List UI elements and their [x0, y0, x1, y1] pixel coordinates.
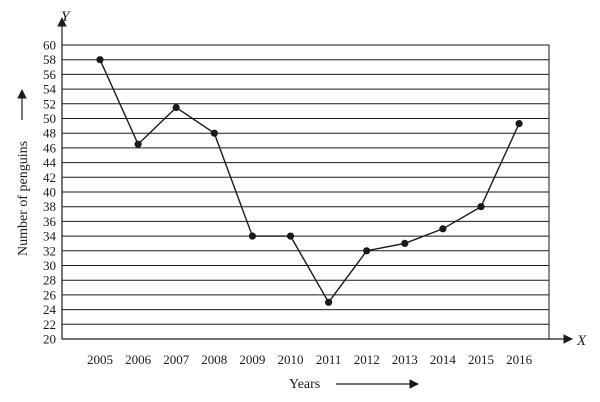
y-tick-label: 38 [43, 199, 56, 214]
data-point [286, 232, 295, 240]
x-tick-labels: 2005 2006 2007 2008 2009 2010 2011 2012 2013 2014… [87, 352, 533, 367]
y-tick-label: 44 [43, 155, 57, 170]
y-tick-label: 50 [43, 111, 56, 126]
x-axis-label: Years [289, 377, 320, 392]
y-tick-label: 26 [43, 287, 57, 302]
x-tick-label: 2016 [506, 352, 533, 367]
y-axis-name: Y [61, 9, 71, 25]
grid [62, 59, 549, 325]
y-tick-label: 24 [43, 302, 57, 317]
y-tick-label: 32 [43, 243, 56, 258]
x-tick-label: 2007 [163, 352, 190, 367]
x-tick-label: 2015 [468, 352, 494, 367]
y-tick-label: 46 [43, 140, 57, 155]
y-axis-label: Number of penguins [16, 141, 31, 256]
y-tick-label: 60 [43, 38, 56, 53]
y-tick-label: 28 [43, 273, 56, 288]
series-line [99, 59, 520, 304]
y-tick-label: 40 [43, 185, 56, 200]
x-tick-label: 2014 [430, 352, 457, 367]
x-axis-name: X [576, 333, 587, 349]
data-points [96, 56, 523, 306]
x-tick-label: 2005 [87, 352, 113, 367]
x-tick-label: 2006 [125, 352, 152, 367]
data-point [325, 298, 333, 306]
y-tick-label: 30 [43, 258, 56, 273]
data-point [172, 103, 180, 112]
y-tick-label: 52 [43, 96, 56, 111]
y-tick-label: 48 [43, 126, 56, 141]
y-tick-label: 36 [43, 214, 57, 229]
data-point [363, 247, 371, 255]
y-tick-label: 42 [43, 170, 56, 185]
y-tick-label: 34 [43, 229, 57, 244]
y-tick-label: 54 [43, 82, 57, 97]
x-tick-label: 2010 [278, 352, 304, 367]
data-point [477, 203, 485, 211]
data-point [210, 129, 218, 137]
x-tick-label: 2008 [201, 352, 227, 367]
x-tick-label: 2013 [392, 352, 418, 367]
x-tick-label: 2009 [239, 352, 265, 367]
y-tick-label: 20 [43, 332, 56, 347]
data-point [248, 232, 256, 240]
data-point [439, 225, 447, 233]
x-tick-label: 2012 [354, 352, 380, 367]
data-point [515, 120, 523, 128]
y-tick-labels: 2022242628303234363840424446485052545658… [43, 38, 57, 347]
data-point [96, 56, 104, 64]
y-tick-label: 58 [43, 52, 56, 67]
data-point [401, 239, 409, 247]
data-point [134, 140, 142, 148]
y-tick-label: 22 [43, 317, 56, 332]
y-tick-label: 56 [43, 67, 57, 82]
x-tick-label: 2011 [316, 352, 342, 367]
